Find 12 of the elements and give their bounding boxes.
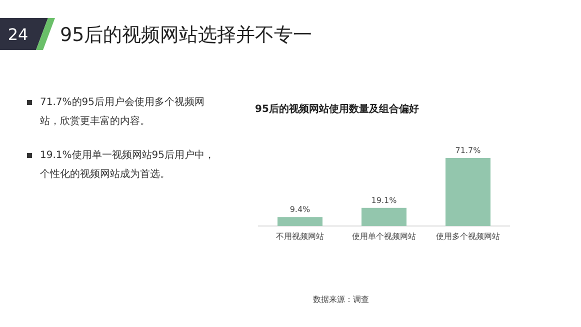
x-tick-label: 使用多个视频网站 <box>436 232 500 241</box>
data-label: 19.1% <box>371 196 398 205</box>
source-note: 数据来源：调查 <box>313 294 369 305</box>
text: 95后的视频网站选择并不专一 <box>60 24 312 46</box>
text: 19.1%使用单一视频网站95后用户中，个性化的视频网站成为首选。 <box>40 148 215 182</box>
x-tick-label: 不用视频网站 <box>276 232 324 241</box>
data-label: 9.4% <box>290 205 311 214</box>
data-label: 71.7% <box>455 146 482 155</box>
text: 71.7%的95后用户会使用多个视频网站，欣赏更丰富的内容。 <box>40 96 206 129</box>
chart-title: 95后的视频网站使用数量及组合偏好 <box>255 103 419 115</box>
text: 24 <box>8 25 28 44</box>
x-tick-label: 使用单个视频网站 <box>352 232 416 241</box>
